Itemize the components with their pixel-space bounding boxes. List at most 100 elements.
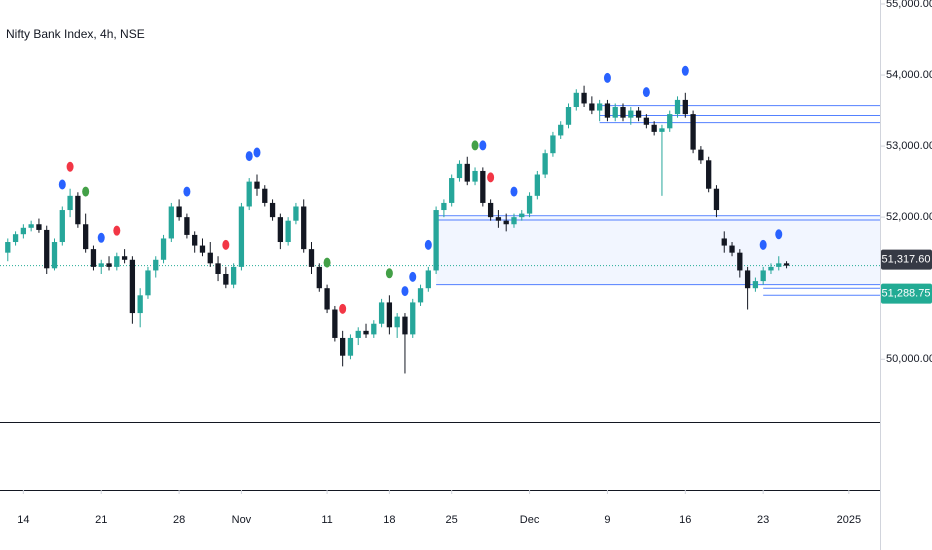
candle-body [355,330,361,338]
candle-body [363,330,369,335]
price-label: 51,317.60 [882,254,931,266]
candle-body [565,107,572,125]
candle-body [340,337,346,356]
candle-body [596,103,603,111]
signal-marker [183,186,191,197]
candle-body [698,149,704,161]
signal-marker [401,286,409,297]
candle-body [768,266,774,271]
candle-body [153,259,159,271]
candle-body [706,160,712,189]
candle-body [643,117,650,125]
signal-marker [510,186,518,197]
candle-body [511,217,517,225]
candle-body [776,263,782,267]
x-tick-label: 25 [446,514,458,526]
candle-body [262,188,268,203]
candle-body [316,266,322,289]
x-tick-label: 21 [95,514,107,526]
candle-body [67,195,73,211]
candle-body [604,103,611,118]
signal-marker [385,268,393,279]
candle-body [90,249,97,267]
candle-body [59,210,65,243]
x-tick-label: 18 [383,514,395,526]
signal-marker [775,229,783,240]
signal-marker [479,140,487,151]
candle-body [254,181,260,189]
signal-marker [487,172,495,183]
signal-marker [245,151,253,162]
candle-body [667,114,673,129]
signal-marker [603,72,611,83]
signal-marker [681,65,689,76]
candle-body [230,266,237,285]
candle-body [651,124,657,132]
candle-body [472,170,478,182]
candle-body [760,270,766,282]
candle-body [114,256,120,267]
candle-body [550,135,556,154]
signal-marker [471,140,479,151]
candle-body [98,263,104,267]
candle-body [526,195,533,214]
candle-body [542,153,548,175]
candle-body [386,302,393,328]
candle-body [487,202,494,218]
y-tick-label: 55,000.00 [886,0,932,10]
candle-body [628,110,634,118]
y-tick-label: 50,000.00 [886,353,932,365]
candle-body [308,249,315,267]
zone [436,217,880,285]
candle-body [503,220,509,225]
signal-marker [323,257,331,268]
price-label-box [881,249,932,270]
candle-body [269,202,276,218]
candle-body [324,288,330,310]
candle-body [83,224,89,250]
candle-body [519,213,525,218]
candle-body [28,224,34,228]
candle-body [168,206,174,239]
candle-body [378,302,385,324]
candle-body [659,128,665,132]
candle-body [121,256,128,260]
candle-body [160,238,167,260]
candle-body [410,302,416,335]
candle-body [682,99,688,115]
candle-body [238,206,245,267]
candle-body [534,174,540,196]
signal-marker [82,186,90,197]
candle-body [612,107,618,118]
y-tick-label: 54,000.00 [886,69,932,81]
candle-body [417,288,424,303]
candle-body [129,259,136,314]
candle-body [783,263,790,266]
candle-body [145,270,151,296]
candle-body [51,242,58,269]
candle-body [744,270,751,289]
candle-body [433,210,439,271]
candle-body [690,114,696,150]
signal-marker [113,225,121,236]
candle-body [752,281,759,289]
candle-body [737,252,743,271]
candle-body [223,273,229,285]
chart-title: Nifty Bank Index, 4h, NSE [6,27,145,41]
candle-body [277,217,284,243]
candle-body [441,202,447,211]
candle-body [495,217,502,221]
candle-body [106,263,112,267]
candle-body [425,270,431,289]
price-label-box [881,283,932,304]
candle-body [402,316,408,335]
signal-marker [97,232,105,243]
candle-body [480,170,486,203]
signal-marker [58,179,66,190]
signal-marker [642,87,650,98]
candle-body [674,99,681,115]
candle-body [394,316,400,328]
candle-body [635,110,642,118]
x-tick-label: 23 [757,514,769,526]
